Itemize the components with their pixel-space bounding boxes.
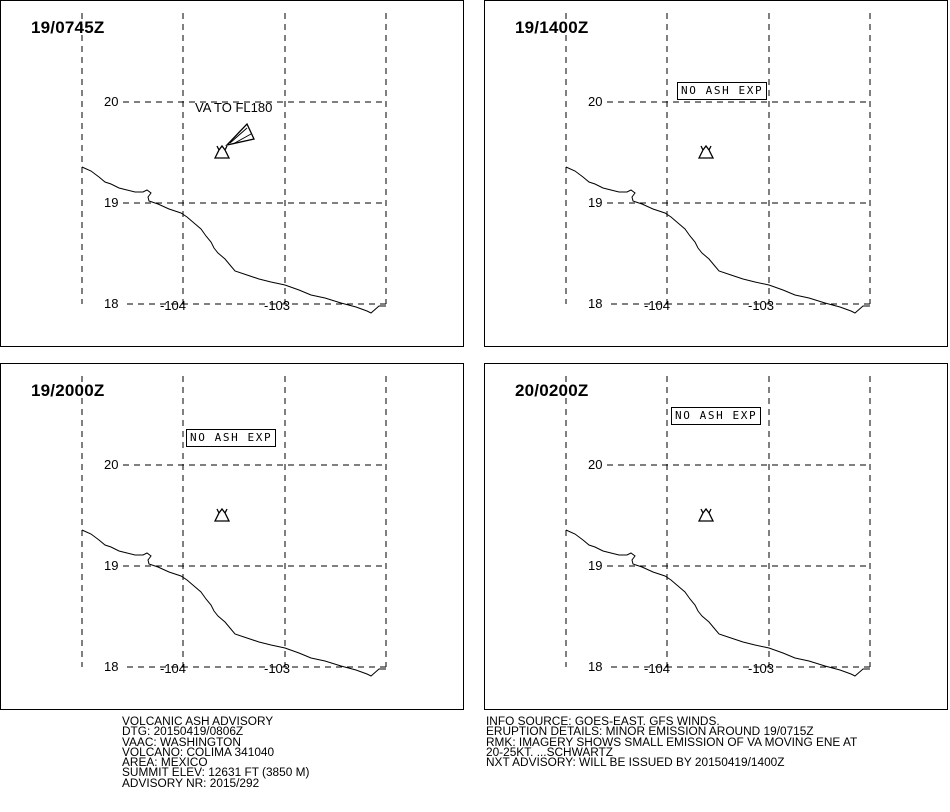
map-panel-4: 20/0200Z 20 19 18 -104 -103 NO ASH EXP [484, 363, 948, 710]
lat-label-19: 19 [104, 195, 118, 210]
coastline [565, 166, 870, 314]
panel-time-label: 20/0200Z [515, 381, 589, 400]
ash-cloud-area [225, 122, 255, 147]
lon-label-103: -103 [264, 298, 290, 313]
coastline [565, 529, 870, 677]
graticule [81, 376, 387, 668]
map-svg: 20 19 18 -104 -103 [565, 13, 871, 314]
graticule [565, 13, 871, 305]
panel-time-label: 19/0745Z [31, 18, 105, 37]
lat-label-18: 18 [588, 659, 602, 674]
advisory-line: INFO SOURCE: GOES-EAST. GFS WINDS. [486, 716, 720, 728]
lat-label-20: 20 [104, 94, 118, 109]
map-svg: 20 19 18 -104 -103 [81, 376, 387, 677]
advisory-line: ADVISORY NR: 2015/292 [122, 777, 260, 790]
lat-label-19: 19 [104, 558, 118, 573]
volcano-icon [697, 507, 715, 522]
advisory-line: NXT ADVISORY: WILL BE ISSUED BY 20150419… [486, 757, 785, 770]
map-panel-3: 19/2000Z 20 19 18 -104 -103 NO ASH EXP [0, 363, 464, 710]
volcano-icon [213, 507, 231, 522]
lat-label-18: 18 [588, 296, 602, 311]
no-ash-expected-box: NO ASH EXP [671, 407, 762, 425]
advisory-line: SUMMIT ELEV: 12631 FT (3850 M) [122, 767, 310, 780]
advisory-details-block: INFO SOURCE: GOES-EAST. GFS WINDS. ERUPT… [486, 716, 858, 770]
advisory-line: VOLCANO: COLIMA 341040 [122, 746, 275, 759]
coastline [81, 166, 386, 314]
graticule [81, 13, 387, 305]
panel-time-label: 19/2000Z [31, 381, 105, 400]
advisory-line: ERUPTION DETAILS: MINOR EMISSION AROUND … [486, 726, 814, 739]
advisory-line: RMK: IMAGERY SHOWS SMALL EMISSION OF VA … [486, 736, 858, 749]
map-panel-1: 19/0745Z 20 19 18 -104 -103 VA TO FL180 [0, 0, 464, 347]
lon-label-104: -104 [644, 298, 670, 313]
advisory-line: VOLCANIC ASH ADVISORY [122, 716, 274, 728]
lat-label-20: 20 [104, 457, 118, 472]
volcano-icon [697, 144, 715, 159]
advisory-line: VAAC: WASHINGTON [122, 736, 241, 749]
lat-label-20: 20 [588, 94, 602, 109]
advisory-line: 20-25KT. ...SCHWARTZ [486, 746, 614, 759]
panel-time-label: 19/1400Z [515, 18, 589, 37]
volcano-icon [213, 144, 231, 159]
lon-label-103: -103 [264, 661, 290, 676]
graticule [565, 376, 871, 668]
lat-label-18: 18 [104, 659, 118, 674]
lon-label-103: -103 [748, 298, 774, 313]
advisory-line: AREA: MEXICO [122, 757, 208, 770]
map-svg: 20 19 18 -104 -103 [565, 376, 871, 677]
map-panel-2: 19/1400Z 20 19 18 -104 -103 NO ASH EXP [484, 0, 948, 347]
advisory-header-block: VOLCANIC ASH ADVISORY DTG: 20150419/0806… [122, 716, 310, 790]
no-ash-expected-box: NO ASH EXP [186, 429, 277, 447]
advisory-line: DTG: 20150419/0806Z [122, 726, 244, 739]
lon-label-104: -104 [160, 661, 186, 676]
lat-label-19: 19 [588, 558, 602, 573]
coastline [81, 529, 386, 677]
lon-label-104: -104 [160, 298, 186, 313]
lon-label-104: -104 [644, 661, 670, 676]
no-ash-expected-box: NO ASH EXP [677, 82, 768, 100]
lon-label-103: -103 [748, 661, 774, 676]
map-svg: 20 19 18 -104 -103 VA TO FL180 [81, 13, 387, 314]
ash-annotation: VA TO FL180 [195, 100, 272, 115]
lat-label-20: 20 [588, 457, 602, 472]
lat-label-18: 18 [104, 296, 118, 311]
lat-label-19: 19 [588, 195, 602, 210]
